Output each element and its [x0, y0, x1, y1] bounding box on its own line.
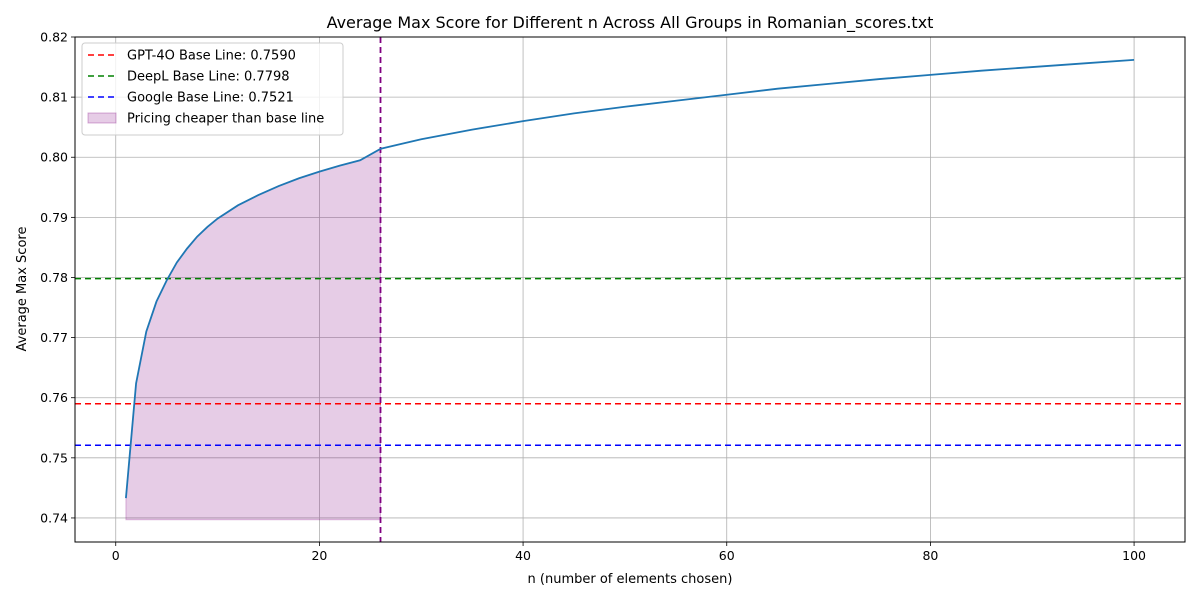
- legend: GPT-4O Base Line: 0.7590 DeepL Base Line:…: [81, 42, 344, 136]
- legend-label: DeepL Base Line: 0.7798: [127, 70, 290, 85]
- chart-title: Average Max Score for Different n Across…: [327, 13, 934, 33]
- y-tick-label: 0.76: [40, 390, 68, 405]
- y-axis-ticks: 0.74 0.75 0.76 0.77 0.78 0.79 0.80 0.81 0.82: [40, 30, 75, 525]
- legend-swatch: [87, 112, 117, 124]
- legend-label: GPT-4O Base Line: 0.7590: [127, 49, 296, 64]
- y-tick-label: 0.74: [40, 510, 68, 525]
- y-tick-label: 0.82: [40, 30, 68, 45]
- x-tick-label: 60: [719, 548, 735, 563]
- legend-label: Pricing cheaper than base line: [127, 112, 324, 127]
- y-tick-label: 0.80: [40, 150, 68, 165]
- x-tick-label: 20: [311, 548, 327, 563]
- x-tick-label: 100: [1122, 548, 1146, 563]
- x-axis-label: n (number of elements chosen): [528, 572, 733, 587]
- pricing-fill-area: [125, 147, 382, 521]
- score-curve: [125, 58, 1135, 499]
- plot-frame: [74, 36, 1186, 543]
- y-axis-label: Average Max Score: [15, 227, 30, 352]
- x-axis-ticks: 0 20 40 60 80 100: [112, 542, 1146, 563]
- legend-box: [81, 42, 344, 136]
- line-layer: [75, 37, 1185, 542]
- y-tick-label: 0.78: [40, 270, 68, 285]
- y-tick-label: 0.75: [40, 450, 68, 465]
- x-tick-label: 0: [112, 548, 120, 563]
- y-tick-label: 0.79: [40, 210, 68, 225]
- x-tick-label: 40: [515, 548, 531, 563]
- y-tick-label: 0.77: [40, 330, 68, 345]
- legend-label: Google Base Line: 0.7521: [127, 91, 294, 106]
- y-tick-label: 0.81: [40, 90, 68, 105]
- x-tick-label: 80: [922, 548, 938, 563]
- fill-layer: [125, 147, 382, 521]
- grid: [75, 36, 1185, 542]
- plot-area: [74, 36, 1186, 543]
